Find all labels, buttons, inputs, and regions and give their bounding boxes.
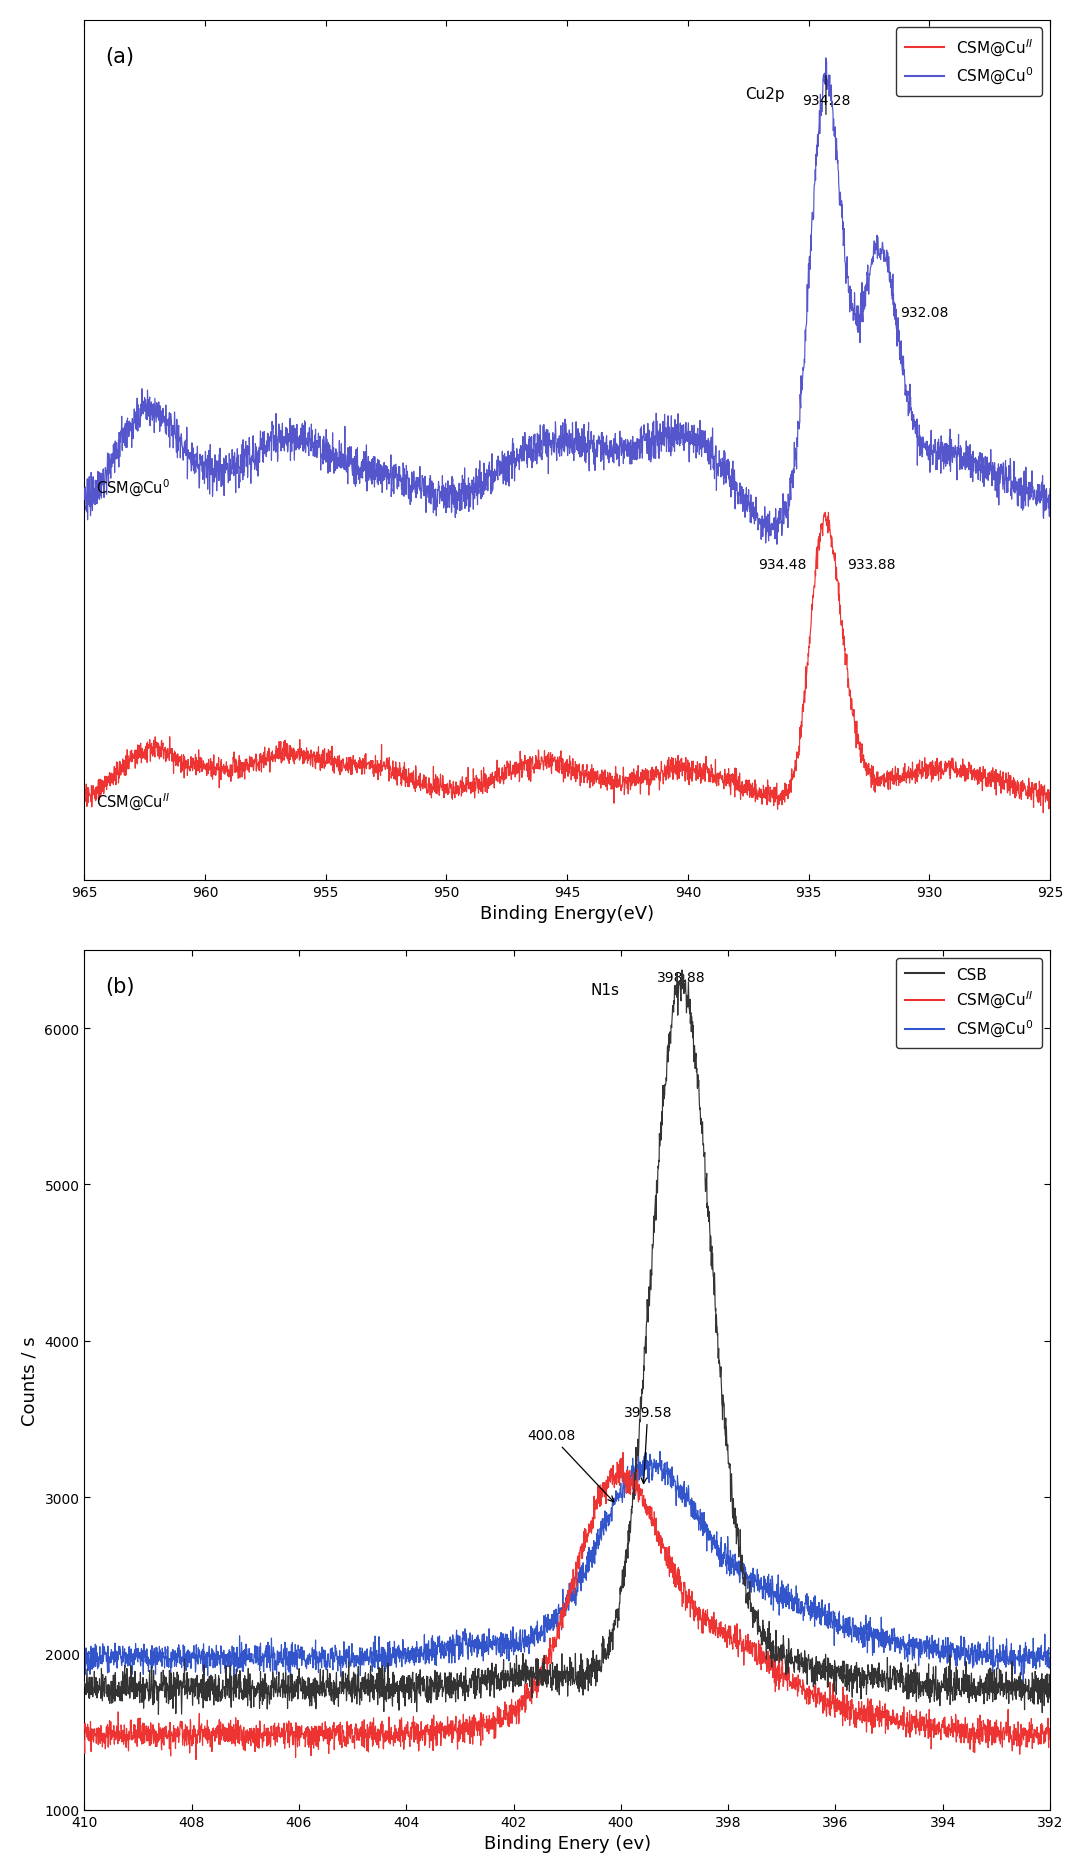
Text: 934.28: 934.28 [802, 94, 850, 109]
Y-axis label: Counts / s: Counts / s [21, 1335, 39, 1425]
X-axis label: Binding Enery (ev): Binding Enery (ev) [483, 1834, 650, 1852]
Text: 934.48: 934.48 [758, 558, 806, 571]
Text: (b): (b) [105, 976, 136, 996]
Text: 933.88: 933.88 [848, 558, 895, 571]
Legend: CSB, CSM@Cu$^{II}$, CSM@Cu$^{0}$: CSB, CSM@Cu$^{II}$, CSM@Cu$^{0}$ [896, 957, 1043, 1049]
Text: N1s: N1s [590, 981, 619, 996]
X-axis label: Binding Energy(eV): Binding Energy(eV) [480, 905, 655, 923]
Text: Cu2p: Cu2p [746, 86, 785, 101]
Legend: CSM@Cu$^{II}$, CSM@Cu$^{0}$: CSM@Cu$^{II}$, CSM@Cu$^{0}$ [896, 28, 1043, 97]
Text: 932.08: 932.08 [901, 305, 948, 320]
Text: (a): (a) [105, 47, 134, 67]
Text: 398.88: 398.88 [657, 970, 706, 985]
Text: CSM@Cu$^{0}$: CSM@Cu$^{0}$ [96, 478, 170, 498]
Text: 400.08: 400.08 [527, 1429, 614, 1502]
Text: CSM@Cu$^{II}$: CSM@Cu$^{II}$ [96, 792, 170, 813]
Text: 399.58: 399.58 [623, 1405, 672, 1483]
